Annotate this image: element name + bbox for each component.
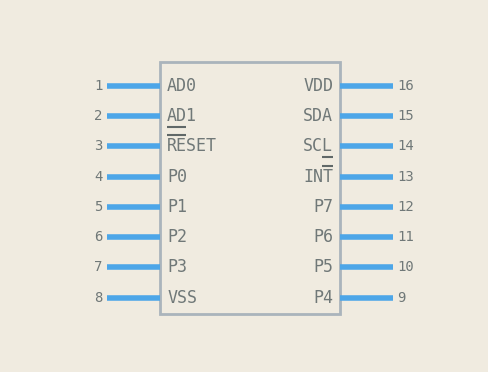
Text: SDA: SDA	[303, 107, 333, 125]
Text: P5: P5	[313, 258, 333, 276]
Text: AD0: AD0	[167, 77, 197, 95]
Text: 9: 9	[398, 291, 406, 305]
Text: SCL: SCL	[303, 137, 333, 155]
Text: 5: 5	[94, 200, 102, 214]
Text: P0: P0	[167, 167, 187, 186]
Text: P3: P3	[167, 258, 187, 276]
Text: P2: P2	[167, 228, 187, 246]
Text: 4: 4	[94, 170, 102, 183]
Text: 3: 3	[94, 139, 102, 153]
Text: 13: 13	[398, 170, 414, 183]
Text: 1: 1	[94, 79, 102, 93]
Text: INT: INT	[303, 167, 333, 186]
Text: 7: 7	[94, 260, 102, 274]
Text: P4: P4	[313, 289, 333, 307]
Text: 15: 15	[398, 109, 414, 123]
Text: 8: 8	[94, 291, 102, 305]
Text: RESET: RESET	[167, 137, 217, 155]
Text: 2: 2	[94, 109, 102, 123]
Text: 16: 16	[398, 79, 414, 93]
Text: VDD: VDD	[303, 77, 333, 95]
Bar	[160, 62, 340, 314]
Text: P7: P7	[313, 198, 333, 216]
Text: 10: 10	[398, 260, 414, 274]
Text: P1: P1	[167, 198, 187, 216]
Text: AD1: AD1	[167, 107, 197, 125]
Text: 11: 11	[398, 230, 414, 244]
Text: 6: 6	[94, 230, 102, 244]
Text: 14: 14	[398, 139, 414, 153]
Text: 12: 12	[398, 200, 414, 214]
Text: VSS: VSS	[167, 289, 197, 307]
Text: P6: P6	[313, 228, 333, 246]
